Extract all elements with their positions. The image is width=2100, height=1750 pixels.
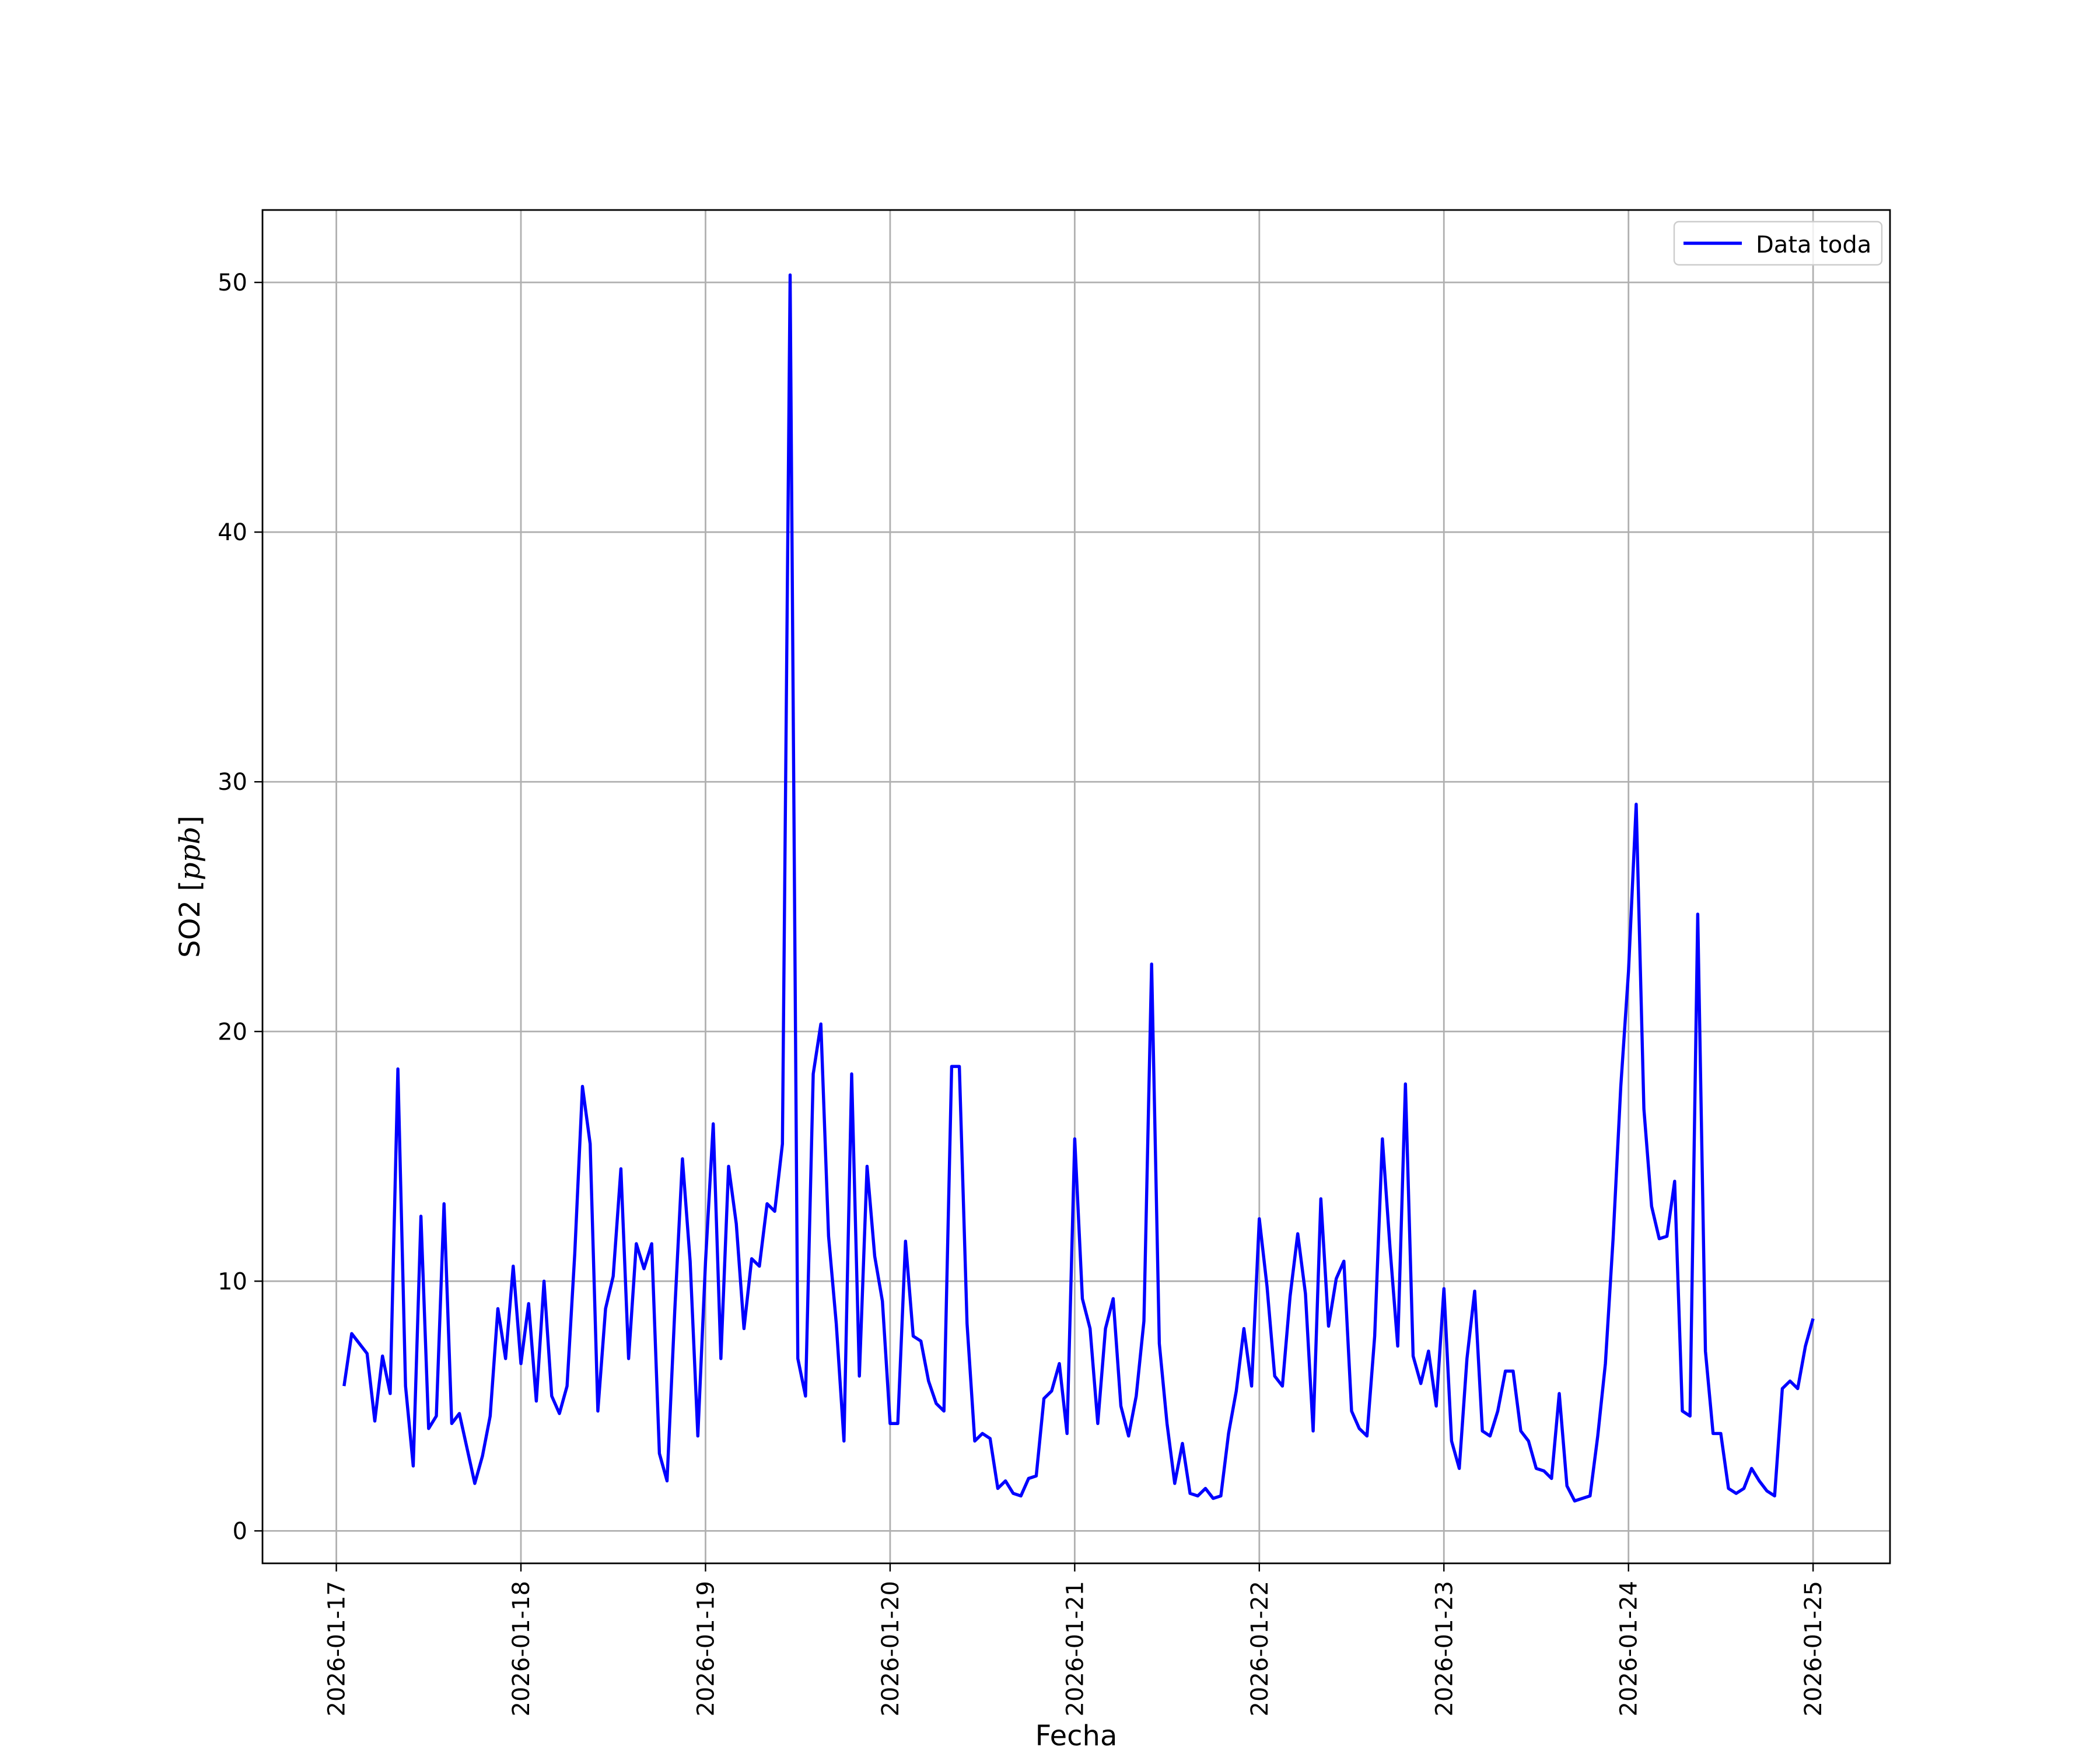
x-tick-label: 2026-01-19 (692, 1581, 719, 1716)
y-tick-label: 10 (218, 1268, 247, 1295)
x-tick-label: 2026-01-23 (1431, 1581, 1458, 1716)
y-axis-label: SO2 [ppb] (174, 816, 206, 958)
y-axis-label-name: SO2 [ (174, 880, 206, 958)
x-tick-label: 2026-01-22 (1247, 1581, 1273, 1716)
series-line-data-toda (342, 273, 1815, 1503)
legend-label: Data toda (1756, 232, 1871, 258)
y-tick-label: 50 (218, 270, 247, 296)
axis-ticks: 0 10 20 30 40 50 2026-01-17 2026-01-18 2026-01-1… (218, 270, 1827, 1716)
x-tick-label: 2026-01-17 (324, 1581, 351, 1716)
x-axis-label: Fecha (1035, 1720, 1118, 1750)
y-tick-label: 30 (218, 769, 247, 796)
y-tick-label: 40 (218, 519, 247, 546)
y-axis-label-close: ] (174, 816, 206, 827)
legend: Data toda (1673, 220, 1883, 266)
x-tick-label: 2026-01-20 (877, 1581, 904, 1716)
legend-box (1673, 220, 1883, 266)
x-tick-label: 2026-01-21 (1062, 1581, 1088, 1716)
x-tick-label: 2026-01-18 (508, 1581, 535, 1716)
x-tick-label: 2026-01-24 (1616, 1581, 1643, 1716)
x-tick-label: 2026-01-25 (1800, 1581, 1827, 1716)
y-tick-label: 0 (233, 1518, 247, 1545)
grid-lines (262, 210, 1890, 1563)
y-tick-label: 20 (218, 1019, 247, 1045)
axes-frame (261, 209, 1891, 1564)
series-layer (342, 273, 1815, 1503)
y-axis-label-unit: ppb (174, 827, 206, 880)
